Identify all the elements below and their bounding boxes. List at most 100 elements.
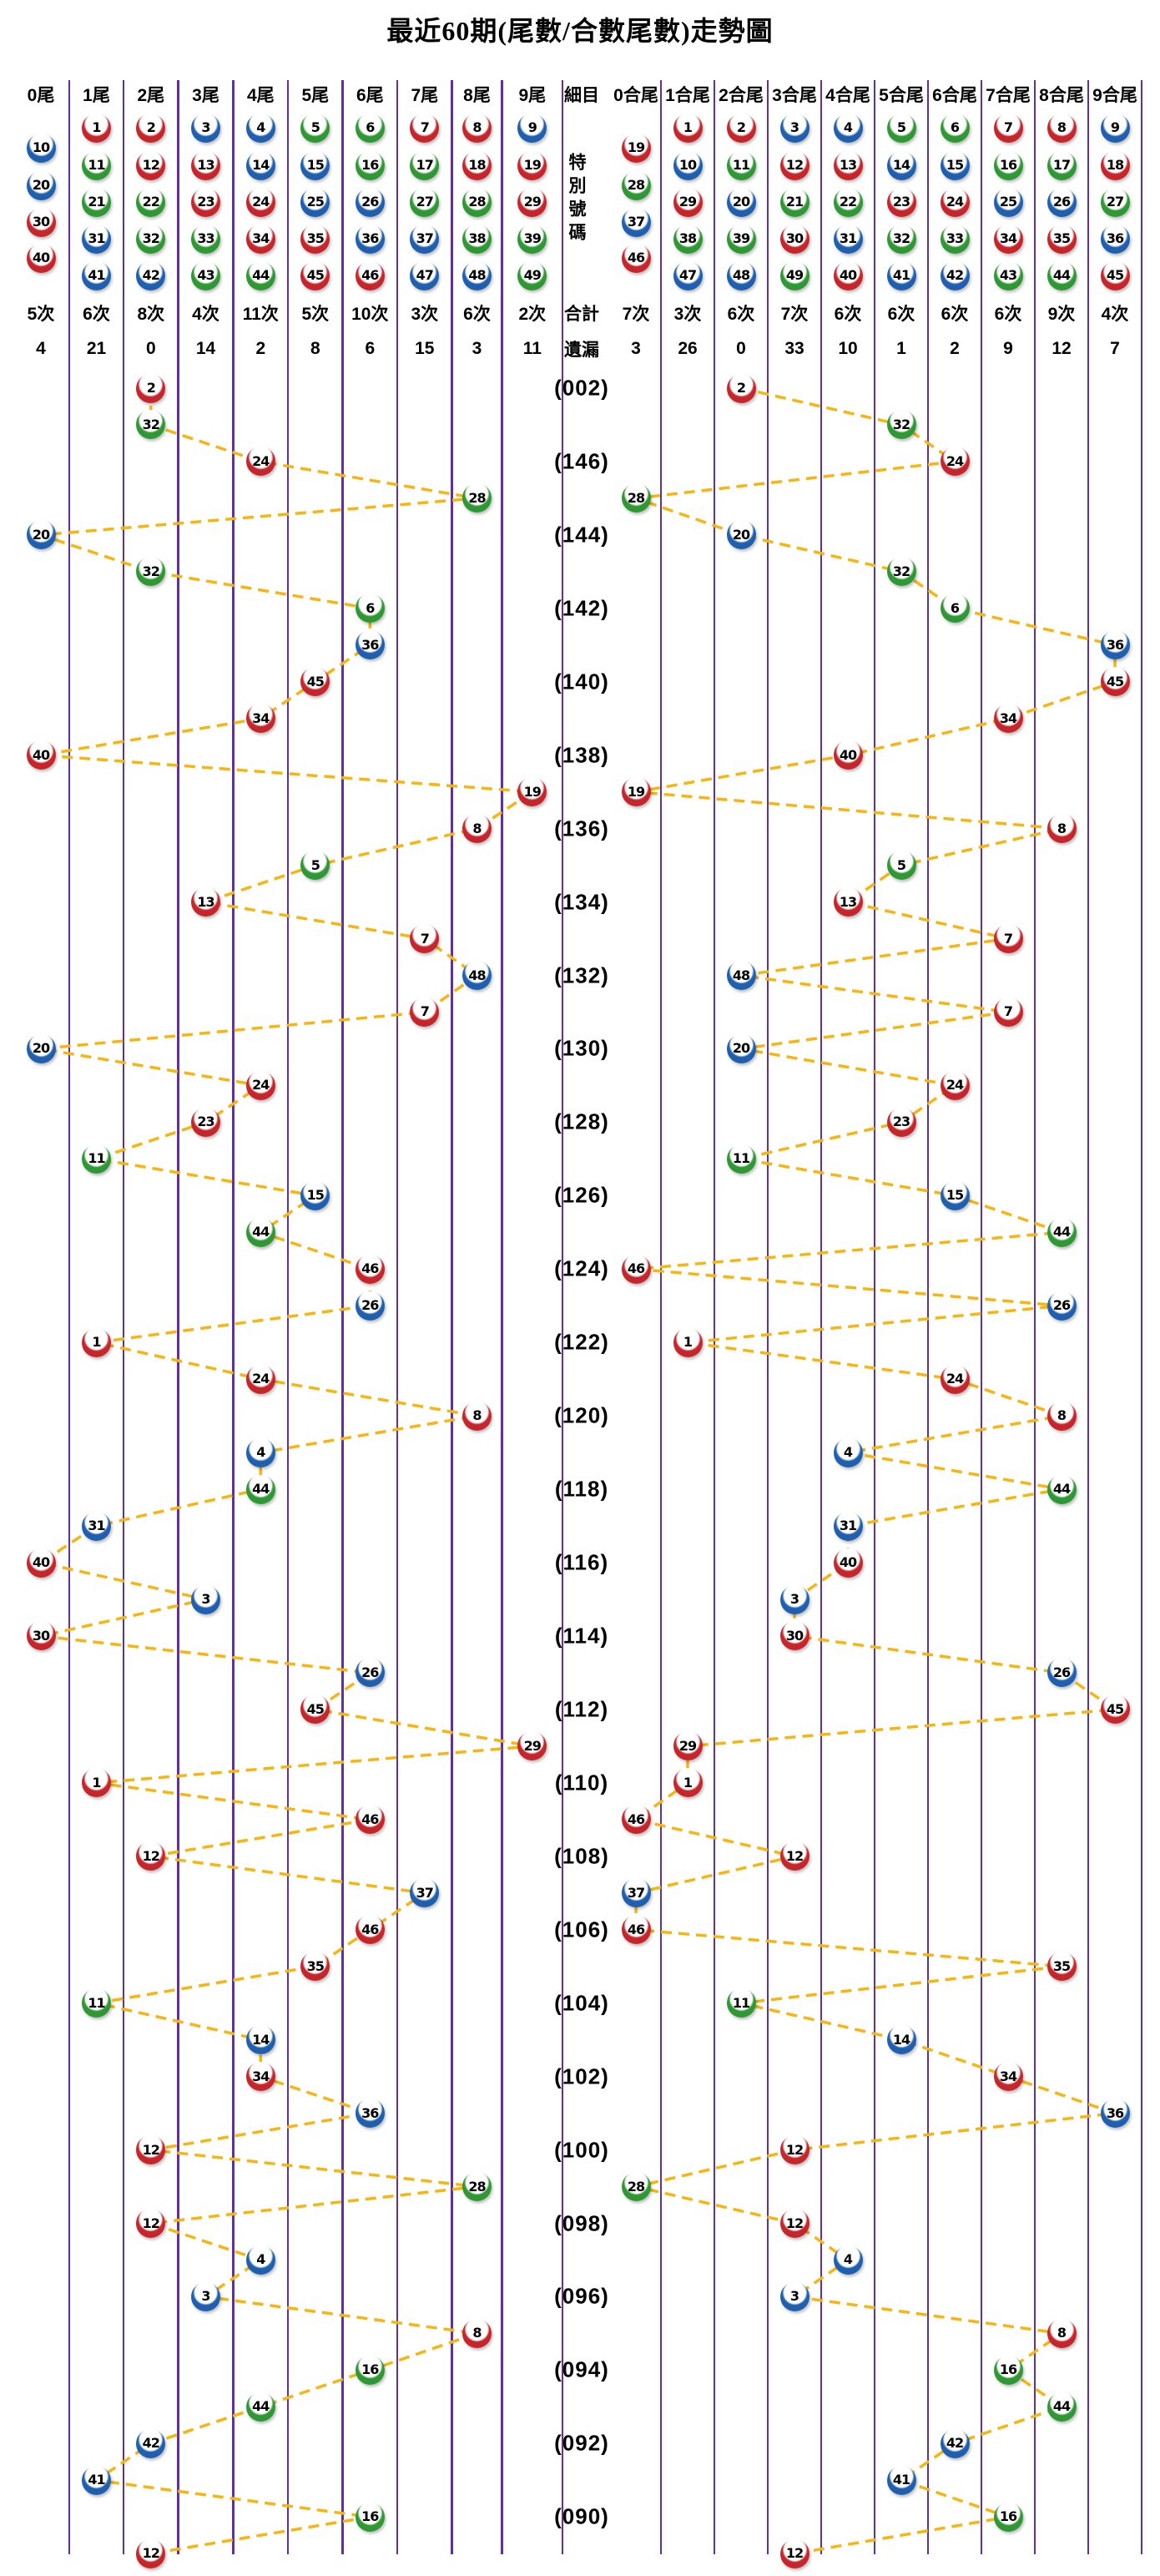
- ball-number: 31: [88, 1518, 105, 1534]
- trend-ball-sumtail: 4: [833, 2245, 863, 2275]
- trend-ball-tail: 5: [300, 851, 330, 881]
- ball-number: 23: [892, 194, 910, 210]
- ball-number: 16: [999, 157, 1017, 173]
- sumtail-legend-ball: 43: [993, 260, 1023, 290]
- tail-legend-ball: 44: [245, 260, 275, 290]
- tail-legend-ball: 9: [517, 113, 547, 143]
- ball-number: 15: [306, 1187, 325, 1204]
- sumtail-legend-ball: 8: [1047, 113, 1077, 143]
- tail-legend-ball: 39: [517, 224, 547, 254]
- trend-ball-sumtail: 7: [993, 997, 1023, 1027]
- ball-number: 36: [1106, 636, 1124, 653]
- ball-number: 41: [892, 2472, 910, 2488]
- trend-ball-tail: 4: [245, 2245, 275, 2275]
- ball-number: 23: [892, 1114, 910, 1130]
- trend-ball-tail: 16: [355, 2355, 385, 2385]
- ball-number: 31: [88, 230, 105, 246]
- trend-ball-sumtail: 1: [673, 1327, 703, 1357]
- tail-count: 8次: [137, 305, 165, 324]
- period-label: (138): [554, 742, 609, 768]
- column-header-sumtail-1: 1合尾: [665, 86, 710, 105]
- ball-number: 44: [252, 1224, 270, 1240]
- ball-number: 25: [306, 194, 325, 210]
- trend-ball-sumtail: 8: [1047, 1401, 1077, 1431]
- trend-ball-sumtail: 44: [1047, 2392, 1077, 2422]
- ball-number: 30: [785, 1627, 804, 1644]
- ball-number: 11: [732, 1150, 750, 1167]
- ball-number: 15: [306, 157, 325, 173]
- tail-legend-ball: 16: [355, 150, 385, 180]
- sumtail-legend-ball: 11: [726, 150, 756, 180]
- tail-miss: 11: [522, 339, 542, 358]
- period-label: (136): [554, 816, 609, 841]
- trend-ball-sumtail: 37: [621, 1878, 651, 1908]
- ball-number: 4: [843, 2251, 853, 2268]
- ball-number: 1: [92, 1774, 101, 1791]
- special-number-vertical-label: 特別號碼: [567, 153, 586, 246]
- tail-legend-ball: 5: [300, 113, 330, 143]
- sumtail-legend-ball: 35: [1047, 224, 1077, 254]
- trend-ball-sumtail: 16: [993, 2502, 1023, 2532]
- ball-number: 9: [527, 119, 537, 135]
- ball-number: 46: [361, 1921, 379, 1937]
- tail-legend-ball: 13: [191, 150, 220, 180]
- ball-number: 11: [88, 1994, 105, 2011]
- ball-number: 20: [32, 177, 50, 193]
- tail-miss: 15: [415, 339, 435, 358]
- sumtail-legend-ball: 12: [779, 150, 809, 180]
- period-label: (090): [554, 2503, 609, 2529]
- ball-number: 13: [197, 893, 214, 910]
- column-header-sumtail-7: 7合尾: [986, 86, 1031, 105]
- trend-ball-tail: 48: [462, 961, 492, 991]
- trend-ball-tail: 20: [26, 1033, 56, 1063]
- ball-number: 44: [252, 2398, 270, 2415]
- sumtail-legend-ball: 27: [1100, 187, 1130, 217]
- ball-number: 11: [732, 1994, 750, 2011]
- trend-ball-tail: 40: [26, 740, 56, 770]
- sumtail-count: 6次: [941, 305, 969, 324]
- trend-ball-tail: 7: [410, 924, 440, 954]
- tail-count: 4次: [192, 305, 219, 324]
- ball-number: 28: [627, 2178, 645, 2195]
- trend-ball-sumtail: 45: [1100, 667, 1130, 697]
- sumtail-legend-ball: 30: [779, 224, 809, 254]
- column-header-sumtail-5: 5合尾: [879, 86, 924, 105]
- trend-ball-tail: 31: [82, 1511, 111, 1541]
- column-separator-line: [232, 80, 235, 2554]
- column-header-sumtail-6: 6合尾: [932, 86, 977, 105]
- ball-number: 2: [146, 119, 156, 135]
- sumtail-miss: 0: [736, 339, 746, 358]
- ball-number: 8: [472, 820, 482, 836]
- sumtail-legend-ball: 49: [779, 260, 809, 290]
- ball-number: 34: [999, 230, 1017, 246]
- period-label: (140): [554, 669, 609, 695]
- tail-legend-ball: 20: [26, 170, 56, 200]
- ball-number: 42: [946, 267, 964, 283]
- ball-number: 44: [1052, 1481, 1071, 1498]
- ball-number: 36: [1106, 2104, 1124, 2121]
- sumtail-legend-ball: 4: [833, 113, 863, 143]
- ball-number: 12: [785, 157, 804, 173]
- trend-ball-tail: 44: [245, 2392, 275, 2422]
- sumtail-legend-ball: 36: [1100, 224, 1130, 254]
- ball-number: 39: [732, 230, 750, 246]
- ball-number: 19: [627, 139, 645, 155]
- column-separator-line: [122, 80, 125, 2554]
- trend-ball-tail: 23: [191, 1107, 220, 1137]
- trend-ball-sumtail: 28: [621, 2172, 651, 2202]
- ball-number: 18: [468, 157, 486, 173]
- trend-ball-sumtail: 20: [726, 1033, 756, 1063]
- ball-number: 37: [627, 214, 645, 230]
- sumtail-legend-ball: 32: [886, 224, 916, 254]
- ball-number: 15: [946, 157, 964, 173]
- tail-count: 3次: [411, 305, 439, 324]
- ball-number: 2: [736, 119, 746, 135]
- ball-number: 36: [361, 230, 379, 246]
- trend-ball-tail: 2: [136, 373, 166, 403]
- sumtail-legend-ball: 48: [726, 260, 756, 290]
- period-label: (130): [554, 1035, 609, 1061]
- period-label: (134): [554, 889, 609, 915]
- trend-ball-sumtail: 24: [940, 1070, 970, 1100]
- ball-number: 8: [1057, 820, 1067, 836]
- ball-number: 26: [361, 1664, 379, 1680]
